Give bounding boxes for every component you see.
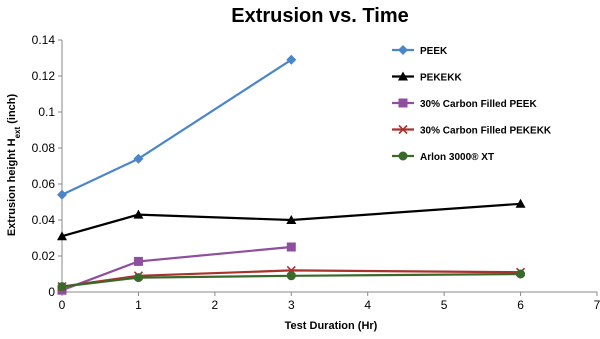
- series-0: [57, 54, 297, 200]
- y-tick-label: 0.08: [32, 141, 56, 155]
- legend-marker: [398, 45, 408, 55]
- x-tick-label: 7: [594, 298, 600, 312]
- legend-marker: [398, 124, 408, 135]
- data-point: [133, 256, 143, 266]
- x-tick-label: 6: [517, 298, 524, 312]
- series-line: [61, 245, 292, 292]
- y-tick-label: 0.12: [32, 69, 56, 83]
- legend-entry: PEKEKK: [392, 71, 462, 84]
- series-line: [61, 202, 521, 238]
- chart-title: Extrusion vs. Time: [231, 5, 408, 27]
- x-tick-label: 1: [135, 298, 142, 312]
- y-axis-title-sub: ext: [13, 126, 22, 138]
- x-tick-label: 3: [288, 298, 295, 312]
- legend-marker: [398, 98, 408, 108]
- series-layer: [57, 54, 526, 295]
- y-axis-title: Extrusion height Hext (inch): [6, 93, 22, 236]
- x-tick-label: 0: [59, 298, 66, 312]
- y-tick-label: 0.14: [32, 33, 56, 47]
- data-point: [133, 273, 143, 283]
- legend-label: PEKEKK: [420, 73, 462, 84]
- axes: 0 0.02 0.04 0.06 0.08 0.1 0.12 0.14 0 1 2 3 4 5 6 7: [32, 33, 600, 312]
- x-tick-label: 5: [441, 298, 448, 312]
- data-point: [286, 271, 296, 281]
- legend: PEEK PEKEKK 30% Carbon Filled PEEK 30% Carb…: [392, 45, 552, 163]
- y-axis-title-tail: (inch): [6, 93, 18, 126]
- data-point: [133, 153, 144, 164]
- y-tick-label: 0.04: [32, 213, 56, 227]
- legend-entry: PEEK: [392, 45, 448, 57]
- y-tick-label: 0.1: [38, 105, 55, 119]
- y-tick-label: 0: [48, 285, 55, 299]
- series-4: [57, 269, 526, 292]
- legend-label: 30% Carbon Filled PEEK: [420, 99, 537, 110]
- legend-marker: [398, 151, 408, 161]
- legend-label: Arlon 3000® XT: [420, 152, 494, 163]
- data-point: [516, 269, 526, 279]
- series-line: [61, 272, 521, 288]
- legend-entry: Arlon 3000® XT: [392, 151, 494, 163]
- data-point: [515, 198, 526, 208]
- legend-entry: 30% Carbon Filled PEEK: [392, 98, 537, 110]
- data-point: [57, 231, 67, 241]
- series-2: [57, 242, 296, 295]
- data-point: [286, 215, 297, 224]
- y-axis-title-main: Extrusion height H: [6, 138, 18, 236]
- data-point: [286, 242, 296, 252]
- y-tick-label: 0.06: [32, 177, 56, 191]
- data-point: [286, 54, 297, 65]
- legend-label: 30% Carbon Filled PEKEKK: [420, 126, 552, 137]
- series-line: [61, 58, 292, 196]
- series-1: [57, 198, 526, 241]
- y-tick-label: 0.02: [32, 249, 56, 263]
- data-point: [57, 282, 67, 292]
- x-axis-title: Test Duration (Hr): [285, 320, 378, 332]
- data-point: [133, 209, 144, 219]
- legend-entry: 30% Carbon Filled PEKEKK: [392, 124, 552, 137]
- x-tick-label: 4: [364, 298, 371, 312]
- data-point: [57, 189, 67, 200]
- legend-label: PEEK: [420, 46, 448, 57]
- legend-marker: [398, 71, 408, 81]
- x-tick-label: 2: [212, 298, 219, 312]
